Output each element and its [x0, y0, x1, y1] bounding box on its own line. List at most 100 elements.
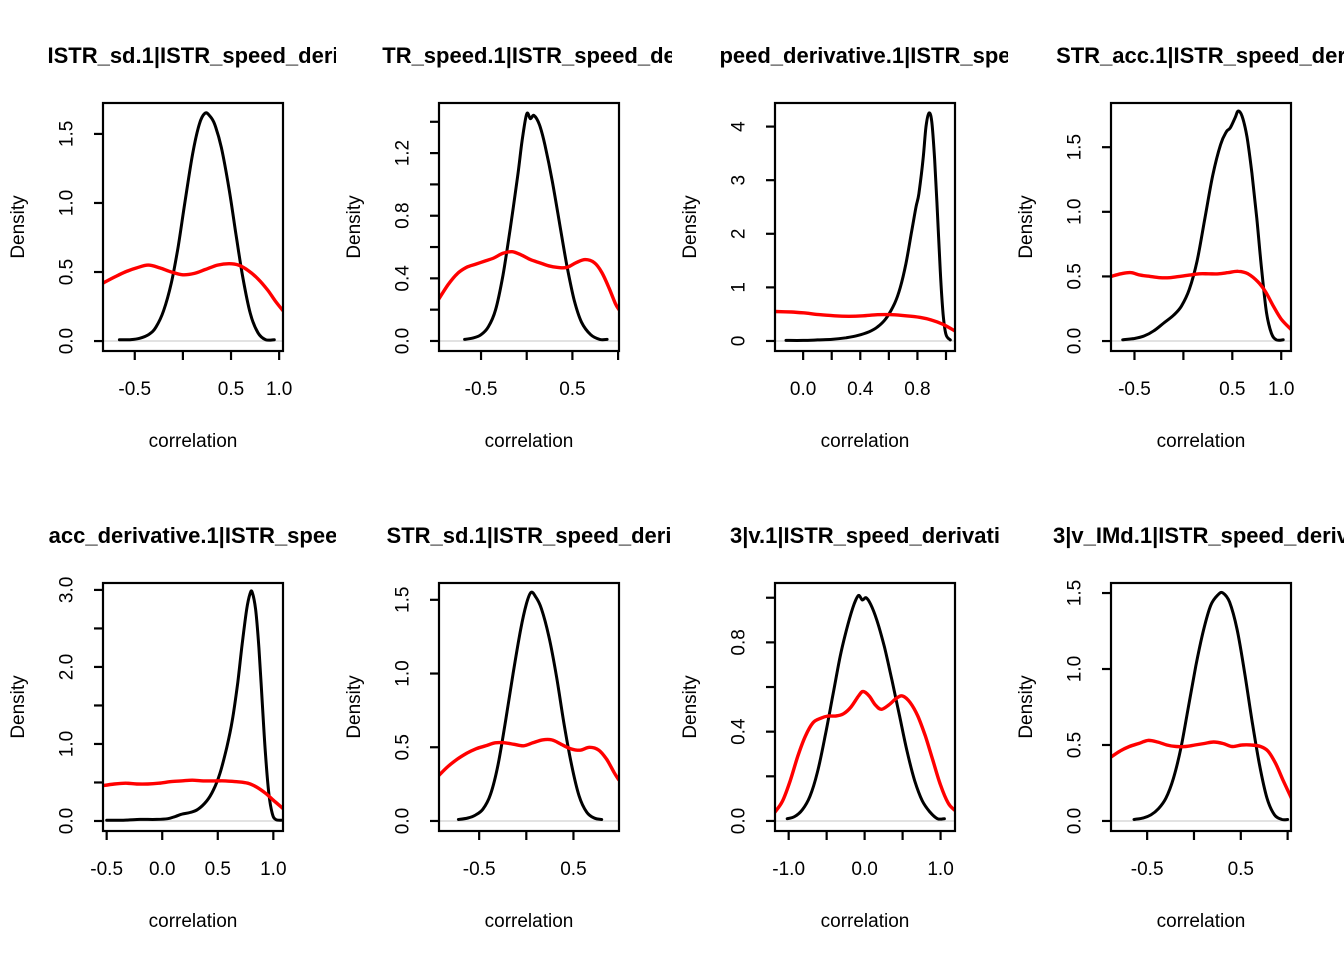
x-axis-label: correlation [1156, 911, 1246, 932]
reference-density-curve [103, 778, 283, 811]
plot-cell-7: 3|v.1|ISTR_speed_derivati Density -1.0 0.… [672, 480, 1008, 960]
x-tick-label: 1.0 [260, 859, 286, 880]
plot-title: STR_sd.1|ISTR_speed_deri [386, 523, 672, 548]
x-tick-label: -0.5 [463, 859, 496, 880]
plot-box [101, 581, 285, 833]
plot-title: 3|v_IMd.1|ISTR_speed_deriv [1053, 523, 1344, 548]
y-tick-label: 1.0 [57, 190, 78, 216]
x-axis: -0.5 0.5 [463, 832, 587, 880]
plot-box [437, 581, 621, 833]
y-tick-label: 4 [729, 121, 750, 132]
x-axis-label: correlation [820, 911, 910, 932]
x-tick-label: 0.0 [851, 859, 877, 880]
observed-density-curve [784, 111, 952, 342]
plot-title: 3|v.1|ISTR_speed_derivati [730, 523, 1000, 548]
plot-canvas: -0.5 0.5 0.0 0.5 1.0 1.5 [1065, 580, 1293, 880]
reference-density-curve [103, 262, 283, 313]
observed-density-curve [456, 590, 604, 821]
x-tick-label: 0.5 [1219, 379, 1245, 400]
y-tick-label: 1.5 [1065, 134, 1086, 160]
x-axis: -1.0 0.0 1.0 [772, 832, 954, 880]
x-tick-label: -0.5 [118, 379, 151, 400]
x-tick-label: 0.4 [847, 379, 874, 400]
y-tick-label: 0.0 [57, 808, 78, 834]
x-tick-label: 0.5 [1228, 859, 1254, 880]
y-tick-label: 1.0 [57, 731, 78, 757]
x-axis: -0.5 0.0 0.5 1.0 [90, 832, 287, 880]
plot-cell-1: ISTR_sd.1|ISTR_speed_deri Density -0.5 0.… [0, 0, 336, 480]
observed-density-curve [1121, 109, 1285, 342]
y-tick-label: 0 [729, 336, 750, 347]
y-tick-label: 0.8 [393, 202, 414, 228]
y-tick-label: 3.0 [57, 577, 78, 603]
x-tick-label: 0.0 [149, 859, 175, 880]
reference-density-curve [775, 309, 955, 333]
x-tick-label: -0.5 [90, 859, 123, 880]
x-tick-label: 0.5 [205, 859, 231, 880]
x-tick-label: -0.5 [1118, 379, 1151, 400]
y-tick-label: 0.0 [1065, 808, 1086, 834]
y-tick-label: 0.5 [1065, 263, 1086, 289]
reference-density-curve [1111, 738, 1291, 800]
y-axis: 0.0 0.5 1.0 1.5 [1065, 134, 1110, 354]
x-axis-label: correlation [820, 431, 910, 452]
observed-density-curve [117, 111, 276, 342]
y-tick-label: 0.8 [729, 629, 750, 655]
x-axis: -0.5 0.5 [465, 352, 620, 400]
observed-density-curve [1132, 590, 1290, 822]
plot-canvas: -0.5 0.0 0.5 1.0 0.0 1.0 2.0 3.0 [57, 577, 287, 880]
y-tick-label: 0.5 [57, 259, 78, 285]
y-tick-label: 1 [729, 282, 750, 293]
y-tick-label: 0.0 [1065, 328, 1086, 354]
x-tick-label: 0.5 [560, 859, 586, 880]
y-axis: 0.0 0.5 1.0 1.5 [1065, 580, 1110, 834]
y-tick-label: 2 [729, 229, 750, 240]
plot-canvas: -0.5 0.5 0.0 0.5 1.0 1.5 [393, 581, 621, 880]
x-axis-label: correlation [484, 431, 574, 452]
y-axis: 0 1 2 3 4 [729, 121, 774, 346]
y-tick-label: 2.0 [57, 654, 78, 680]
y-tick-label: 1.5 [1065, 580, 1086, 606]
x-axis-label: correlation [484, 911, 574, 932]
y-tick-label: 0.4 [393, 265, 414, 292]
y-tick-label: 1.0 [1065, 199, 1086, 225]
plot-box [773, 581, 957, 833]
plot-cell-4: STR_acc.1|ISTR_speed_der Density -0.5 0.5… [1008, 0, 1344, 480]
x-tick-label: 1.0 [927, 859, 953, 880]
plot-title: STR_acc.1|ISTR_speed_der [1056, 43, 1344, 68]
plot-cell-5: acc_derivative.1|ISTR_spee Density -0.5 0… [0, 480, 336, 960]
y-tick-label: 0.0 [393, 808, 414, 834]
y-tick-label: 0.0 [393, 328, 414, 354]
y-axis: 0.0 0.5 1.0 1.5 [393, 587, 438, 834]
plot-box [101, 101, 285, 353]
plot-box [1109, 101, 1293, 353]
x-axis: -0.5 0.5 1.0 [1118, 352, 1294, 400]
plot-title: TR_speed.1|ISTR_speed_de [382, 43, 672, 68]
reference-density-curve [439, 737, 619, 782]
reference-density-curve [775, 689, 955, 814]
x-tick-label: -1.0 [772, 859, 805, 880]
y-tick-label: 1.5 [393, 587, 414, 613]
plot-cell-2: TR_speed.1|ISTR_speed_de Density -0.5 0.5… [336, 0, 672, 480]
y-tick-label: 0.0 [729, 808, 750, 834]
plot-box [773, 101, 957, 353]
x-tick-label: -0.5 [1131, 859, 1164, 880]
plot-canvas: 0.0 0.4 0.8 0 1 2 3 4 [729, 101, 957, 400]
x-axis-label: correlation [148, 431, 238, 452]
x-tick-label: 0.5 [218, 379, 244, 400]
reference-density-curve [1111, 269, 1291, 332]
x-axis: 0.0 0.4 0.8 [790, 352, 948, 400]
reference-density-curve [439, 249, 619, 312]
plot-canvas: -0.5 0.5 1.0 0.0 0.5 1.0 1.5 [1065, 101, 1294, 400]
x-tick-label: 1.0 [1268, 379, 1294, 400]
x-tick-label: 0.8 [904, 379, 930, 400]
y-tick-label: 1.5 [57, 121, 78, 147]
y-tick-label: 1.2 [393, 140, 414, 166]
observed-density-curve [785, 593, 946, 821]
y-tick-label: 0.5 [1065, 732, 1086, 758]
plot-canvas: -0.5 0.5 1.0 0.0 0.5 1.0 1.5 [57, 101, 292, 400]
y-tick-label: 0.0 [57, 328, 78, 354]
y-tick-label: 1.0 [1065, 656, 1086, 682]
x-axis-label: correlation [148, 911, 238, 932]
